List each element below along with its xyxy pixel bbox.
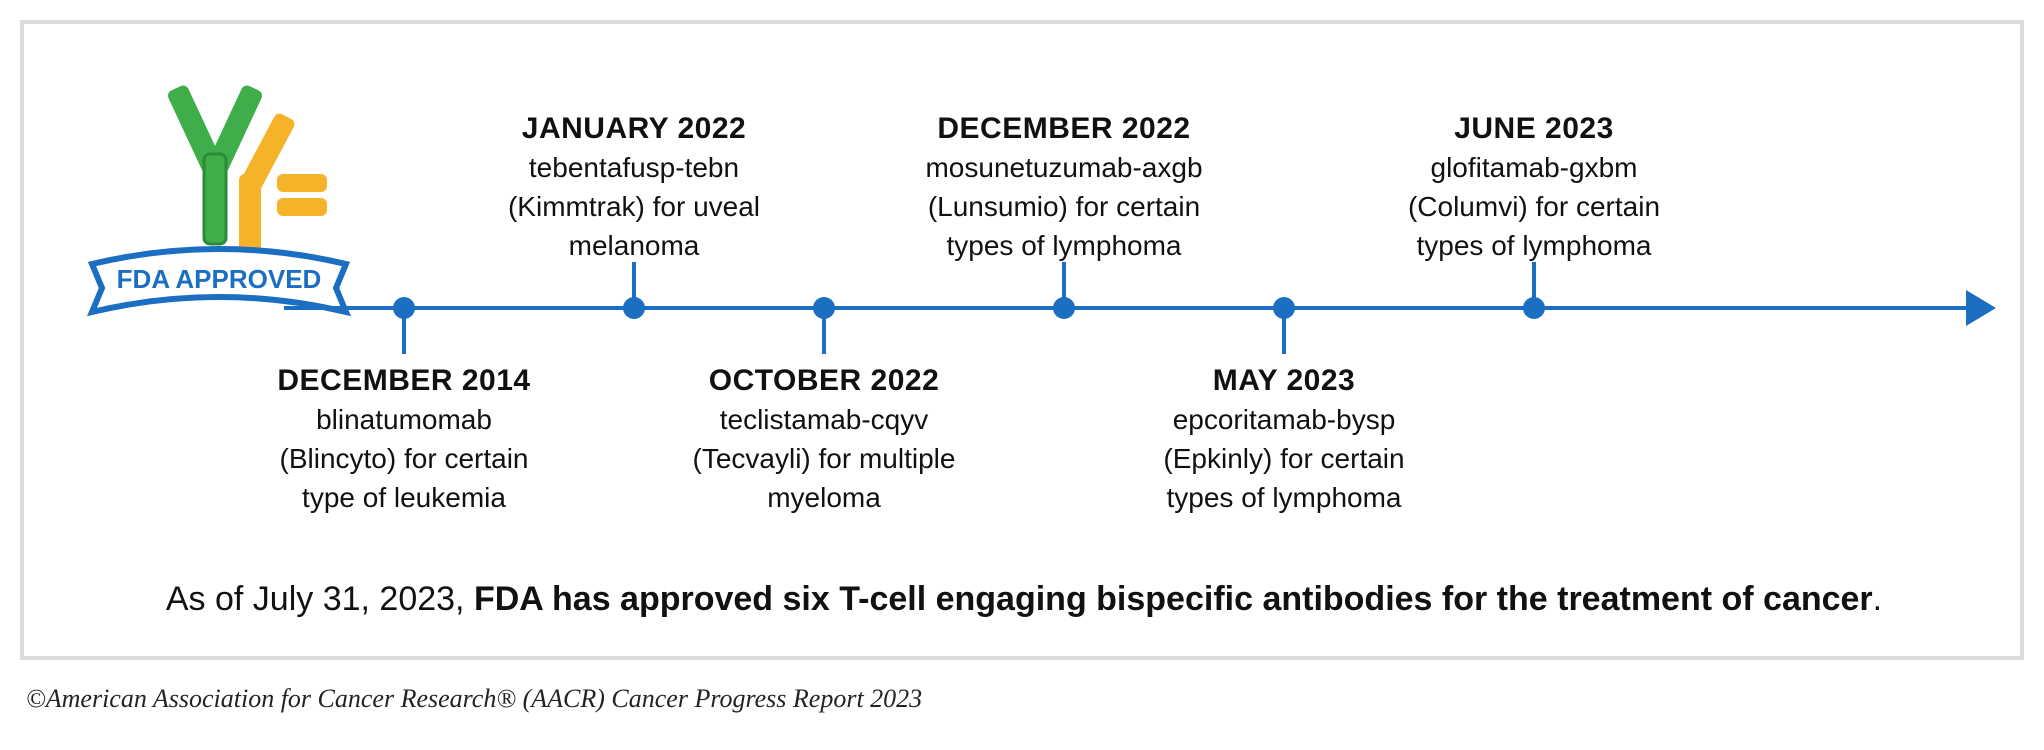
event-dot — [393, 297, 415, 319]
event-date: JUNE 2023 — [1354, 112, 1714, 146]
event-dot — [623, 297, 645, 319]
event-dot — [813, 297, 835, 319]
caption-suffix: . — [1873, 580, 1882, 618]
timeline-event: JUNE 2023 glofitamab-gxbm (Columvi) for ce… — [1354, 24, 1714, 584]
event-dot — [1273, 297, 1295, 319]
caption: As of July 31, 2023, FDA has approved si… — [94, 580, 1954, 619]
credit-line: ©American Association for Cancer Researc… — [26, 684, 922, 714]
caption-prefix: As of July 31, 2023, — [166, 580, 474, 618]
event-text: JUNE 2023 glofitamab-gxbm (Columvi) for ce… — [1354, 112, 1714, 263]
event-dot — [1523, 297, 1545, 319]
event-desc-line: (Columvi) for certain — [1354, 189, 1714, 224]
event-desc-line: types of lymphoma — [1354, 228, 1714, 263]
timeline-arrowhead — [1966, 290, 1996, 326]
caption-bold: FDA has approved six T-cell engaging bis… — [474, 580, 1873, 618]
event-dot — [1053, 297, 1075, 319]
event-desc-line: glofitamab-gxbm — [1354, 150, 1714, 185]
timeline-frame: FDA APPROVED DECEMBER 2014blinatumomab(B… — [20, 20, 2024, 660]
